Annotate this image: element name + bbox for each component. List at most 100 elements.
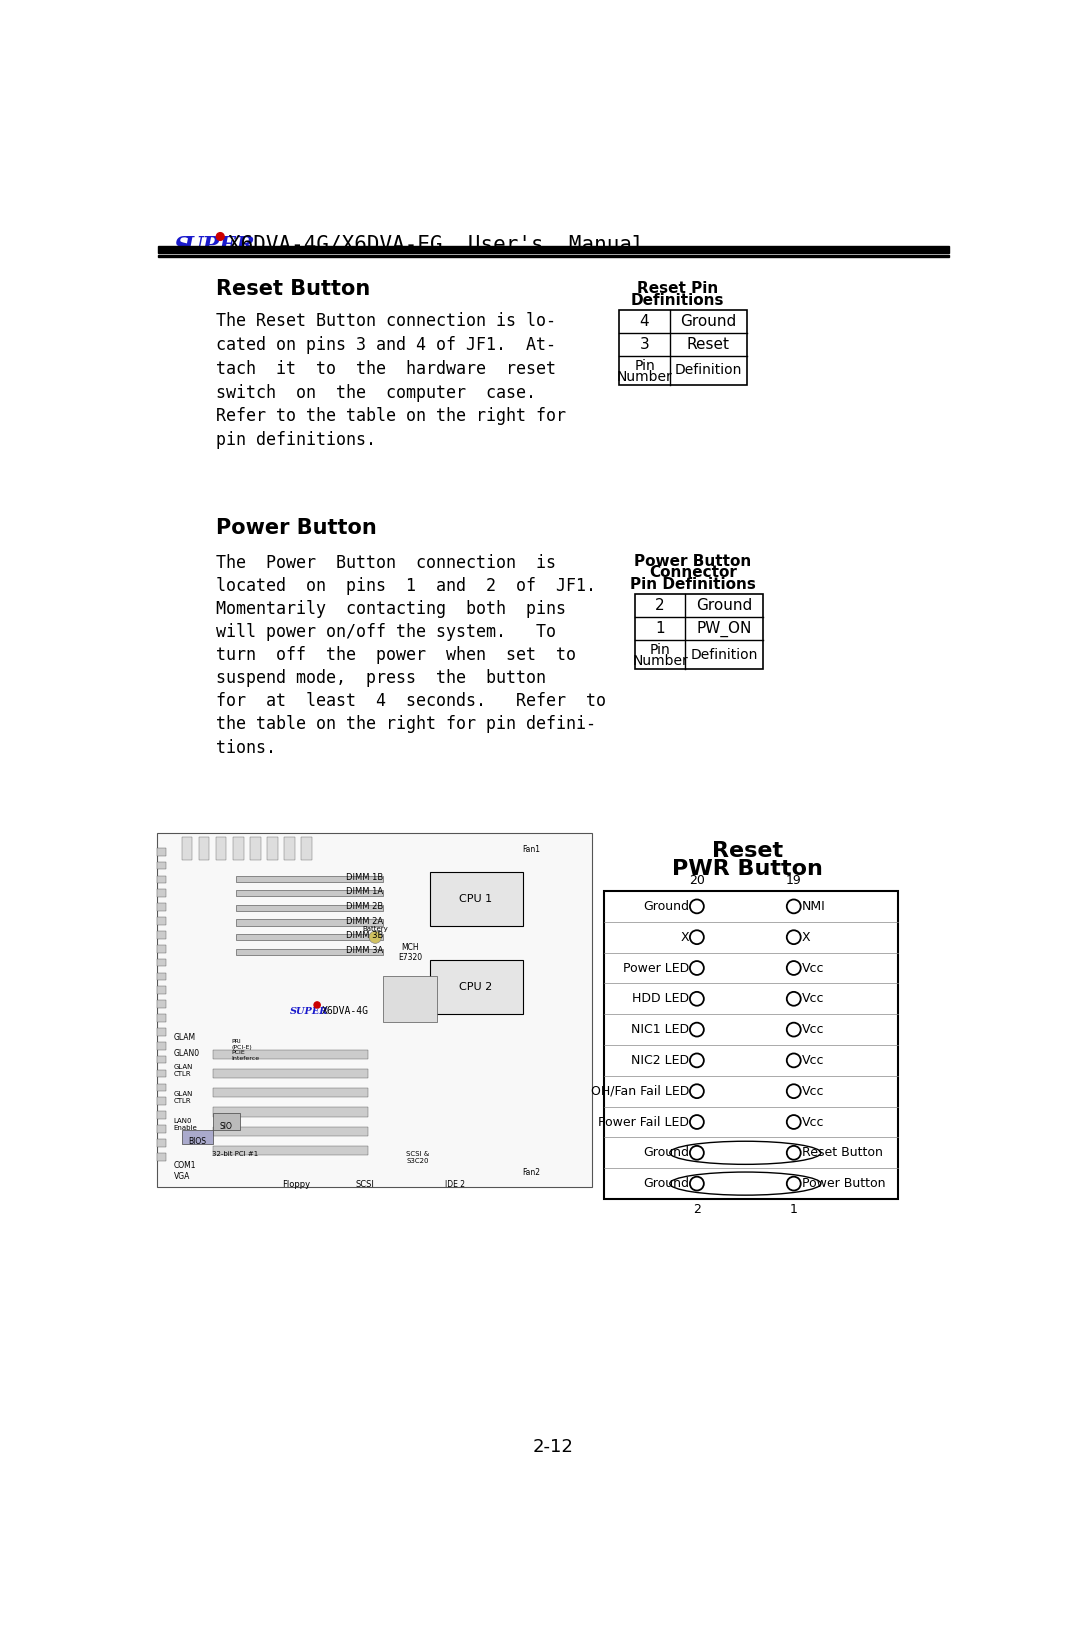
Bar <box>301 837 312 860</box>
Text: Power LED: Power LED <box>623 962 689 975</box>
Circle shape <box>786 992 800 1006</box>
Text: NMI: NMI <box>801 899 825 912</box>
Text: Ground: Ground <box>696 597 752 612</box>
Text: pin definitions.: pin definitions. <box>216 431 376 449</box>
Text: SUPER: SUPER <box>291 1006 328 1015</box>
Text: GLAN0: GLAN0 <box>174 1049 200 1058</box>
Bar <box>235 949 383 955</box>
Bar <box>157 959 166 967</box>
Bar <box>213 1145 367 1155</box>
Text: switch  on  the  computer  case.: switch on the computer case. <box>216 383 537 401</box>
Text: Pin: Pin <box>650 644 671 657</box>
Text: will power on/off the system.   To: will power on/off the system. To <box>216 624 556 642</box>
Circle shape <box>216 233 225 241</box>
Circle shape <box>690 1115 704 1129</box>
Bar <box>157 861 166 870</box>
Text: Reset Button: Reset Button <box>216 279 370 299</box>
Circle shape <box>786 931 800 944</box>
Text: Vcc: Vcc <box>801 1084 824 1097</box>
Bar <box>157 1041 166 1049</box>
Bar <box>685 1168 806 1200</box>
Bar <box>235 876 383 881</box>
Text: Connector: Connector <box>649 566 737 581</box>
Bar <box>267 837 278 860</box>
Bar <box>157 1138 166 1147</box>
Bar <box>213 1112 240 1130</box>
Text: Ground: Ground <box>643 1176 689 1190</box>
Text: 2-12: 2-12 <box>534 1437 573 1455</box>
Bar <box>157 987 166 995</box>
Text: 20: 20 <box>689 874 705 888</box>
Text: COM1: COM1 <box>174 1160 197 1170</box>
Text: DIMM 2A: DIMM 2A <box>346 916 383 926</box>
Text: VGA: VGA <box>174 1172 190 1181</box>
Text: SCSI &
S3C20: SCSI & S3C20 <box>406 1152 430 1165</box>
Bar <box>235 919 383 926</box>
Bar <box>157 848 166 856</box>
Bar <box>604 891 899 1200</box>
Text: X: X <box>680 931 689 944</box>
Text: Definition: Definition <box>690 647 758 662</box>
Text: Power Fail LED: Power Fail LED <box>598 1115 689 1129</box>
Circle shape <box>690 1176 704 1191</box>
Text: NIC1 LED: NIC1 LED <box>631 1023 689 1036</box>
Text: GLAM: GLAM <box>174 1033 195 1043</box>
Circle shape <box>690 1145 704 1160</box>
Circle shape <box>690 992 704 1006</box>
Text: Power Button: Power Button <box>634 554 752 569</box>
Text: Ground: Ground <box>680 314 737 328</box>
Text: 3: 3 <box>639 337 649 351</box>
Bar <box>157 1028 166 1036</box>
Circle shape <box>786 1115 800 1129</box>
Text: Reset Button: Reset Button <box>801 1147 882 1160</box>
Text: the table on the right for pin defini-: the table on the right for pin defini- <box>216 716 596 734</box>
Bar <box>383 975 437 1021</box>
Text: Vcc: Vcc <box>801 1054 824 1068</box>
Text: Number: Number <box>617 370 673 384</box>
Text: located  on  pins  1  and  2  of  JF1.: located on pins 1 and 2 of JF1. <box>216 578 596 596</box>
Text: Definition: Definition <box>675 363 742 378</box>
Text: Power Button: Power Button <box>801 1176 885 1190</box>
Circle shape <box>314 1002 321 1008</box>
Bar <box>181 1130 213 1143</box>
Text: CPU 2: CPU 2 <box>459 982 492 992</box>
Bar <box>157 889 166 898</box>
Text: DIMM 3A: DIMM 3A <box>346 945 383 955</box>
Bar <box>619 310 747 384</box>
Text: Reset: Reset <box>712 842 783 861</box>
Text: tach  it  to  the  hardware  reset: tach it to the hardware reset <box>216 360 556 378</box>
Circle shape <box>786 1176 800 1191</box>
Text: CPU 1: CPU 1 <box>459 894 492 904</box>
Bar <box>157 1153 166 1160</box>
Text: DIMM 2B: DIMM 2B <box>346 903 383 911</box>
Text: X6DVA-4G/X6DVA-EG  User's  Manual: X6DVA-4G/X6DVA-EG User's Manual <box>228 234 645 256</box>
Bar <box>213 1049 367 1059</box>
Circle shape <box>369 931 381 944</box>
Bar <box>216 837 227 860</box>
Circle shape <box>690 1023 704 1036</box>
Circle shape <box>690 899 704 914</box>
Circle shape <box>786 960 800 975</box>
Circle shape <box>786 1023 800 1036</box>
Circle shape <box>690 960 704 975</box>
Text: Reset: Reset <box>687 337 730 351</box>
Text: DIMM 1A: DIMM 1A <box>346 888 383 896</box>
Text: cated on pins 3 and 4 of JF1.  At-: cated on pins 3 and 4 of JF1. At- <box>216 337 556 353</box>
Text: 1: 1 <box>789 1203 798 1216</box>
Bar <box>157 945 166 952</box>
Circle shape <box>786 1145 800 1160</box>
Text: The Reset Button connection is lo-: The Reset Button connection is lo- <box>216 312 556 330</box>
Text: Momentarily  contacting  both  pins: Momentarily contacting both pins <box>216 601 566 619</box>
Text: Number: Number <box>632 653 688 668</box>
Text: Pin: Pin <box>634 360 654 373</box>
Text: MCH
E7320: MCH E7320 <box>399 942 422 962</box>
Bar <box>157 1125 166 1134</box>
Bar <box>249 837 260 860</box>
Text: suspend mode,  press  the  button: suspend mode, press the button <box>216 670 546 688</box>
Text: X6DVA-4G: X6DVA-4G <box>322 1006 368 1016</box>
Text: The  Power  Button  connection  is: The Power Button connection is <box>216 554 556 573</box>
Text: PRI
(PCI-E)
PCIE
Inteferce: PRI (PCI-E) PCIE Inteferce <box>232 1040 260 1061</box>
Text: 2: 2 <box>656 597 665 612</box>
Text: Definitions: Definitions <box>631 292 725 307</box>
Text: Battery: Battery <box>363 926 388 932</box>
